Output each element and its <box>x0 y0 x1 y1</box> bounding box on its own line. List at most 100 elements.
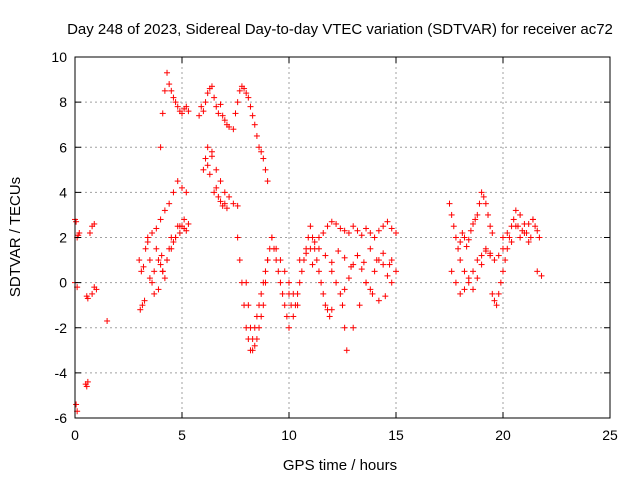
data-point <box>512 207 519 214</box>
data-point <box>159 110 166 117</box>
data-point <box>307 245 314 252</box>
data-point <box>328 268 335 275</box>
data-point <box>307 223 314 230</box>
data-point <box>448 268 455 275</box>
data-point <box>313 257 320 264</box>
data-point <box>153 245 160 252</box>
data-point <box>487 252 494 259</box>
data-point <box>388 279 395 286</box>
data-point <box>315 234 322 241</box>
data-point <box>262 268 269 275</box>
data-point <box>341 227 348 234</box>
data-point <box>446 200 453 207</box>
data-point <box>491 297 498 304</box>
y-axis-label: SDTVAR / TECUs <box>7 177 24 297</box>
data-point <box>303 250 310 257</box>
data-point <box>465 236 472 243</box>
data-point <box>149 229 156 236</box>
data-point <box>247 324 254 331</box>
data-point <box>348 263 355 270</box>
data-point <box>91 284 98 291</box>
data-point <box>493 302 500 309</box>
data-point <box>356 302 363 309</box>
data-point <box>138 268 145 275</box>
data-point <box>172 234 179 241</box>
data-point <box>384 272 391 279</box>
data-point <box>345 275 352 282</box>
data-point <box>380 250 387 257</box>
data-point <box>461 268 468 275</box>
data-point <box>104 317 111 324</box>
y-tick-label: 10 <box>51 49 67 65</box>
data-point <box>181 225 188 232</box>
data-point <box>215 193 222 200</box>
y-tick-label: 6 <box>59 139 67 155</box>
data-point <box>260 302 267 309</box>
data-point <box>226 123 233 130</box>
data-point <box>371 234 378 241</box>
data-point <box>158 252 165 259</box>
data-point <box>487 223 494 230</box>
data-point <box>500 234 506 241</box>
data-point <box>137 306 144 313</box>
data-point <box>294 290 301 297</box>
data-point <box>324 223 331 230</box>
data-point <box>170 239 177 246</box>
data-point <box>141 297 148 304</box>
data-point <box>245 94 252 101</box>
data-point <box>502 257 509 264</box>
data-point <box>142 245 149 252</box>
data-point <box>517 234 524 241</box>
data-point <box>290 313 297 320</box>
data-point <box>292 302 299 309</box>
data-point <box>208 148 215 155</box>
data-point <box>480 193 487 200</box>
data-point <box>245 302 252 309</box>
data-point <box>367 286 374 293</box>
data-point <box>264 178 271 185</box>
data-point <box>380 261 387 268</box>
data-point <box>315 245 322 252</box>
data-point <box>320 290 327 297</box>
x-tick-label: 20 <box>495 427 511 443</box>
data-point <box>382 293 389 300</box>
data-point <box>322 302 329 309</box>
data-point <box>275 268 282 275</box>
data-point <box>345 229 352 236</box>
data-point <box>247 103 254 110</box>
data-point <box>196 112 203 119</box>
data-point <box>512 223 519 230</box>
data-point <box>183 189 190 196</box>
data-point <box>328 218 335 225</box>
data-point <box>241 85 248 92</box>
data-point <box>221 189 228 196</box>
data-point <box>497 279 504 286</box>
data-point <box>360 259 367 266</box>
data-point <box>281 268 288 275</box>
data-point <box>234 99 241 106</box>
data-point <box>358 266 365 273</box>
data-point <box>260 155 267 162</box>
data-point <box>371 268 378 275</box>
data-point <box>176 223 183 230</box>
data-point <box>333 279 340 286</box>
data-point <box>318 279 325 286</box>
data-point <box>144 239 151 246</box>
data-point <box>452 234 459 241</box>
data-point <box>251 342 258 349</box>
data-point <box>375 297 382 304</box>
data-point <box>309 261 316 268</box>
data-point <box>517 211 524 218</box>
data-point <box>86 229 93 236</box>
data-point <box>461 234 468 241</box>
data-point <box>354 252 361 259</box>
data-point <box>508 239 515 246</box>
data-point <box>393 268 399 275</box>
data-point <box>333 220 340 227</box>
data-point <box>155 257 162 264</box>
data-point <box>236 87 243 94</box>
data-point <box>170 94 177 101</box>
data-point <box>341 324 348 331</box>
data-point <box>527 234 534 241</box>
data-point <box>232 110 239 117</box>
